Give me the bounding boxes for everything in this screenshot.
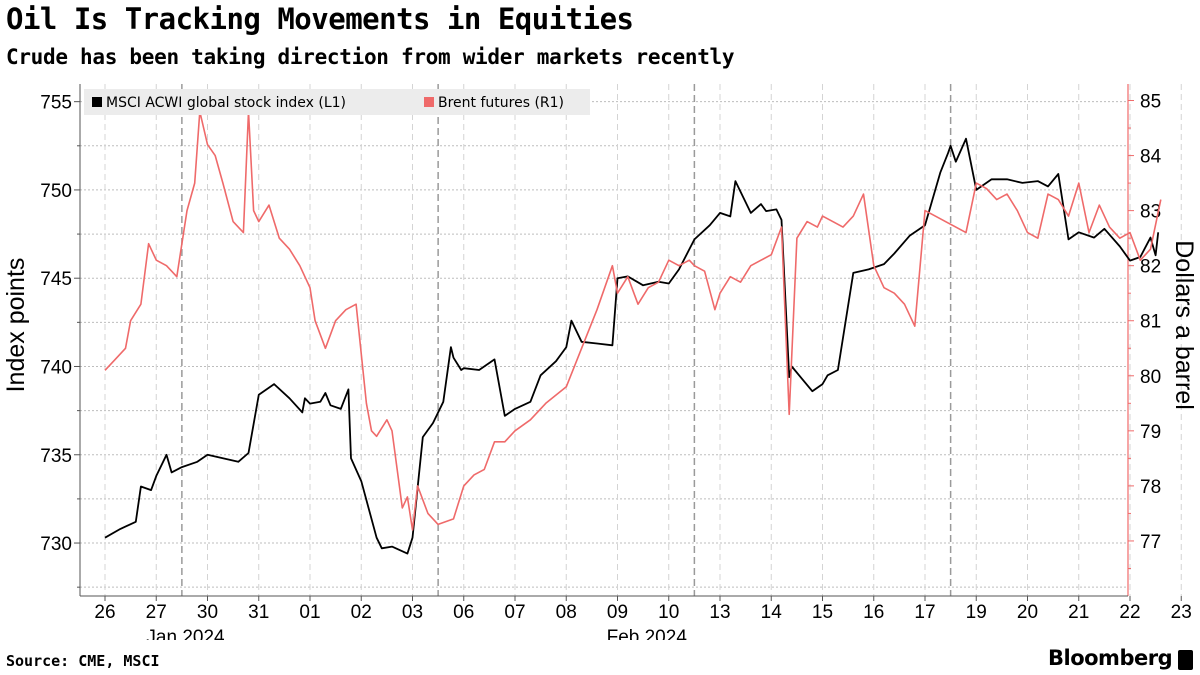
- x-axis-tick-label: 01: [299, 602, 320, 623]
- right-axis-label: Dollars a barrel: [1170, 240, 1198, 410]
- right-axis-tick-label: 78: [1140, 477, 1161, 498]
- chart-title: Oil Is Tracking Movements in Equities: [6, 2, 634, 36]
- x-axis-tick-label: 15: [812, 602, 833, 623]
- x-axis-tick-label: 19: [966, 602, 987, 623]
- right-axis-tick-label: 84: [1140, 147, 1162, 168]
- legend-label-brent: Brent futures (R1): [438, 95, 564, 111]
- x-axis-tick-label: 26: [94, 602, 115, 623]
- x-axis-tick-label: 16: [863, 602, 884, 623]
- x-axis-tick-label: 20: [1017, 602, 1038, 623]
- x-axis-tick-label: 09: [607, 602, 628, 623]
- legend-swatch-msci: [92, 97, 102, 107]
- right-axis-tick-label: 83: [1140, 202, 1161, 223]
- chart-subtitle: Crude has been taking direction from wid…: [6, 45, 735, 69]
- x-axis-tick-label: 08: [556, 602, 577, 623]
- x-axis-tick-label: 13: [709, 602, 730, 623]
- week-separators: [181, 84, 952, 596]
- x-axis-tick-label: 17: [914, 602, 935, 623]
- left-axis-label: Index points: [2, 258, 30, 393]
- month-label: Jan 2024: [146, 627, 225, 640]
- x-axis-tick-label: 21: [1068, 602, 1089, 623]
- right-axis-tick-label: 79: [1140, 422, 1161, 443]
- x-axis-tick-label: 14: [761, 602, 783, 623]
- line-chart: 730 735 740 745 750 755 77 78 79 80 81 82 83 84 85 26 27…: [2, 84, 1198, 640]
- right-axis-tick-label: 80: [1140, 367, 1161, 388]
- bloomberg-logo: Bloomberg: [1048, 646, 1173, 670]
- x-axis-tick-label: 03: [402, 602, 423, 623]
- series-lines: [104, 110, 1162, 555]
- legend-background: [84, 89, 590, 115]
- msci-acwi-line: [104, 137, 1160, 555]
- x-axis-tick-label: 22: [1119, 602, 1140, 623]
- legend-swatch-brent: [424, 97, 434, 107]
- axes: 730 735 740 745 750 755 77 78 79 80 81 82 83 84 85 26 27…: [40, 84, 1192, 640]
- x-axis-tick-label: 06: [453, 602, 474, 623]
- x-axis-tick-label: 30: [197, 602, 218, 623]
- bloomberg-mark-icon: [1178, 650, 1193, 670]
- left-axis-tick-label: 755: [40, 93, 72, 114]
- left-axis-tick-label: 740: [40, 357, 72, 378]
- right-axis-tick-label: 81: [1140, 312, 1161, 333]
- right-axis-tick-label: 85: [1140, 92, 1161, 113]
- x-axis-tick-label: 31: [248, 602, 269, 623]
- right-axis-tick-label: 82: [1140, 257, 1161, 278]
- legend-label-msci: MSCI ACWI global stock index (L1): [106, 95, 346, 111]
- left-axis-tick-label: 750: [40, 181, 72, 202]
- left-axis-tick-label: 735: [40, 446, 72, 467]
- x-axis-tick-label: 27: [146, 602, 167, 623]
- left-axis-tick-label: 745: [40, 269, 72, 290]
- x-axis-tick-label: 07: [504, 602, 525, 623]
- right-axis-tick-label: 77: [1140, 532, 1161, 553]
- legend: MSCI ACWI global stock index (L1) Brent f…: [84, 89, 590, 115]
- x-axis-tick-label: 10: [658, 602, 679, 623]
- x-axis-tick-label: 23: [1171, 602, 1192, 623]
- source-note: Source: CME, MSCI: [6, 652, 160, 670]
- month-label: Feb 2024: [607, 627, 688, 640]
- x-axis-tick-label: 02: [351, 602, 372, 623]
- grid-lines: [80, 84, 1182, 596]
- left-axis-tick-label: 730: [40, 534, 72, 555]
- brent-futures-line: [104, 110, 1162, 531]
